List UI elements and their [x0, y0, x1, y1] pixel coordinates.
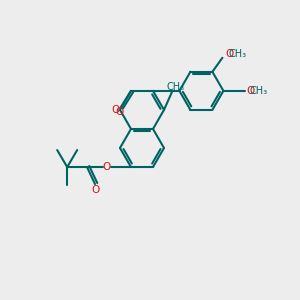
Text: O: O — [116, 107, 124, 117]
Text: O: O — [225, 49, 233, 59]
Text: CH₃: CH₃ — [228, 49, 247, 59]
Text: O: O — [111, 105, 119, 115]
Text: O: O — [102, 162, 110, 172]
Text: O: O — [92, 185, 100, 195]
Text: O: O — [246, 86, 254, 96]
Text: CH₃: CH₃ — [167, 82, 185, 92]
Text: CH₃: CH₃ — [249, 86, 268, 96]
